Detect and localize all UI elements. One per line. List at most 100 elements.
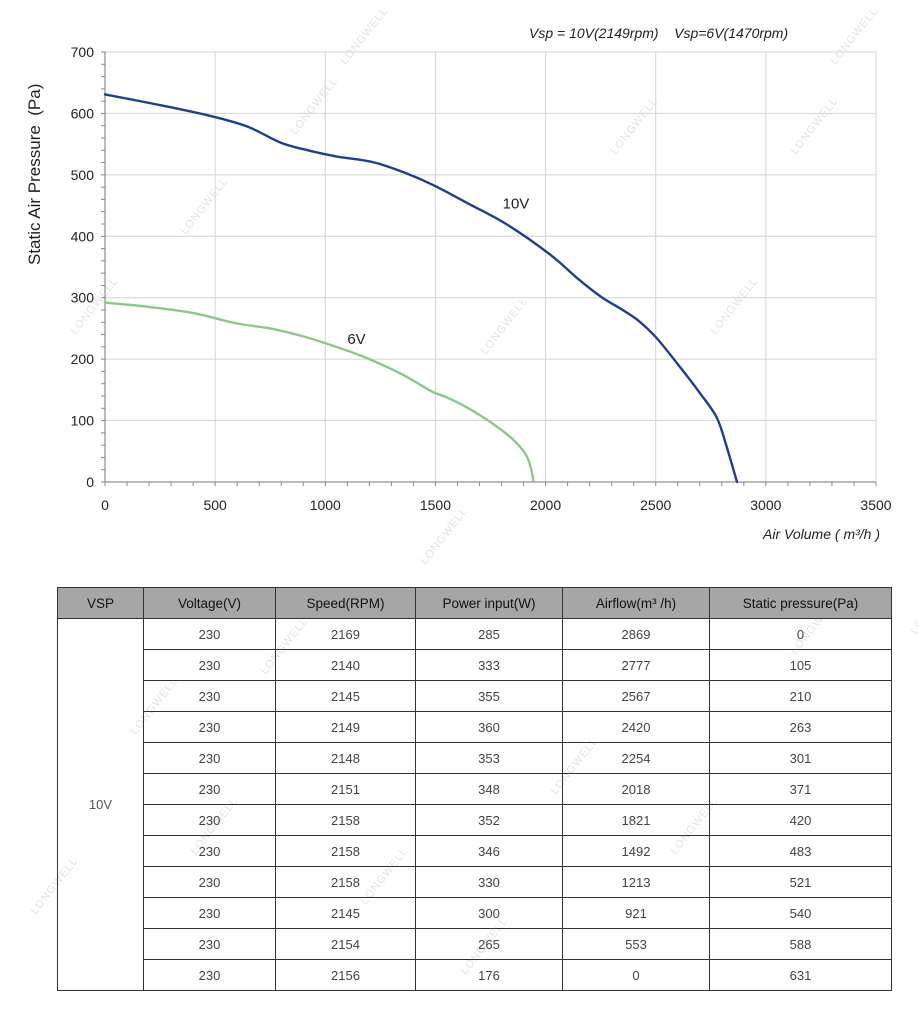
power-cell: 348 (415, 773, 563, 805)
table-row: 230 2140 333 2777 105 (58, 649, 892, 681)
speed-cell: 2158 (275, 866, 416, 898)
voltage-cell: 230 (143, 618, 276, 650)
power-cell: 346 (415, 835, 563, 867)
x-tick-label: 1000 (310, 497, 341, 513)
voltage-cell: 230 (143, 742, 276, 774)
table-row: 230 2151 348 2018 371 (58, 773, 892, 805)
speed-cell: 2158 (275, 804, 416, 836)
speed-cell: 2156 (275, 959, 416, 991)
power-cell: 330 (415, 866, 563, 898)
speed-cell: 2169 (275, 618, 416, 650)
power-cell: 352 (415, 804, 563, 836)
voltage-cell: 230 (143, 773, 276, 805)
airflow-cell: 2777 (562, 649, 710, 681)
power-cell: 333 (415, 649, 563, 681)
table-row: 230 2158 330 1213 521 (58, 866, 892, 898)
pressure-airflow-chart: 0 500 1000 1500 2000 2500 3000 3500 0 100 200 300 40… (25, 25, 892, 542)
voltage-cell: 230 (143, 711, 276, 743)
airflow-cell: 921 (562, 897, 710, 929)
airflow-cell: 2420 (562, 711, 710, 743)
y-tick-label: 0 (86, 474, 94, 490)
table-row: 230 2145 300 921 540 (58, 897, 892, 929)
header-vsp: VSP (57, 587, 144, 619)
static-pressure-cell: 540 (709, 897, 892, 929)
airflow-cell: 2254 (562, 742, 710, 774)
x-tick-label: 3000 (750, 497, 781, 513)
y-tick-label: 500 (71, 167, 95, 183)
speed-cell: 2140 (275, 649, 416, 681)
header-airflow: Airflow(m³ /h) (562, 587, 710, 619)
static-pressure-cell: 105 (709, 649, 892, 681)
x-tick-label: 500 (203, 497, 227, 513)
speed-cell: 2145 (275, 680, 416, 712)
voltage-cell: 230 (143, 680, 276, 712)
speed-cell: 2148 (275, 742, 416, 774)
x-tick-label: 2500 (640, 497, 671, 513)
vsp-cell: 10V (57, 618, 144, 991)
x-tick-label: 0 (101, 497, 109, 513)
header-voltage: Voltage(V) (143, 587, 276, 619)
power-cell: 176 (415, 959, 563, 991)
speed-cell: 2145 (275, 897, 416, 929)
series-line-6v (103, 301, 535, 484)
x-axis-title: Air Volume ( m³/h ) (762, 526, 880, 542)
y-tick-label: 600 (71, 105, 95, 121)
y-tick-label: 100 (71, 413, 95, 429)
y-tick-label: 700 (71, 44, 95, 60)
x-tick-label: 2000 (530, 497, 561, 513)
speed-cell: 2149 (275, 711, 416, 743)
header-power: Power input(W) (415, 587, 563, 619)
voltage-cell: 230 (143, 804, 276, 836)
table-row: 230 2158 352 1821 420 (58, 804, 892, 836)
table-row: 230 2156 176 0 631 (58, 959, 892, 991)
watermark-text: LONGWELL (908, 575, 918, 637)
power-cell: 355 (415, 680, 563, 712)
table-row: 230 2154 265 553 588 (58, 928, 892, 960)
static-pressure-cell: 521 (709, 866, 892, 898)
static-pressure-cell: 588 (709, 928, 892, 960)
static-pressure-cell: 631 (709, 959, 892, 991)
table-row: 230 2148 353 2254 301 (58, 742, 892, 774)
x-tick-label: 3500 (860, 497, 891, 513)
power-cell: 265 (415, 928, 563, 960)
airflow-cell: 2567 (562, 680, 710, 712)
speed-cell: 2151 (275, 773, 416, 805)
airflow-cell: 1492 (562, 835, 710, 867)
speed-cell: 2158 (275, 835, 416, 867)
static-pressure-cell: 210 (709, 680, 892, 712)
header-static-pressure: Static pressure(Pa) (709, 587, 892, 619)
data-series (103, 93, 739, 484)
grid-lines (104, 51, 877, 483)
static-pressure-cell: 420 (709, 804, 892, 836)
series-labels: 10V 6V (347, 196, 529, 348)
y-axis-title: Static Air Pressure (Pa) (25, 84, 44, 265)
table-row: 230 2149 360 2420 263 (58, 711, 892, 743)
airflow-cell: 2869 (562, 618, 710, 650)
series-label-10v: 10V (503, 196, 530, 213)
power-cell: 300 (415, 897, 563, 929)
table-row: 230 2158 346 1492 483 (58, 835, 892, 867)
table-header-row: VSP Voltage(V) Speed(RPM) Power input(W)… (57, 587, 892, 619)
table-body: 10V 230 2169 285 2869 0 230 2140 333 2777 105 230 21… (57, 618, 892, 991)
static-pressure-cell: 0 (709, 618, 892, 650)
airflow-cell: 2018 (562, 773, 710, 805)
static-pressure-cell: 301 (709, 742, 892, 774)
static-pressure-cell: 371 (709, 773, 892, 805)
performance-table: VSP Voltage(V) Speed(RPM) Power input(W)… (57, 587, 892, 991)
table-row: 230 2145 355 2567 210 (58, 680, 892, 712)
header-speed: Speed(RPM) (275, 587, 416, 619)
axis-ticks: 0 500 1000 1500 2000 2500 3000 3500 0 100 200 300 40… (71, 44, 892, 513)
voltage-cell: 230 (143, 866, 276, 898)
power-cell: 360 (415, 711, 563, 743)
voltage-cell: 230 (143, 928, 276, 960)
x-tick-label: 1500 (420, 497, 451, 513)
y-tick-label: 200 (71, 351, 95, 367)
voltage-cell: 230 (143, 959, 276, 991)
static-pressure-cell: 263 (709, 711, 892, 743)
airflow-cell: 1821 (562, 804, 710, 836)
static-pressure-cell: 483 (709, 835, 892, 867)
y-tick-label: 400 (71, 228, 95, 244)
series-label-6v: 6V (347, 331, 365, 348)
series-line-10v (103, 93, 739, 484)
speed-legend: Vsp = 10V(2149rpm) Vsp=6V(1470rpm) (529, 25, 788, 41)
